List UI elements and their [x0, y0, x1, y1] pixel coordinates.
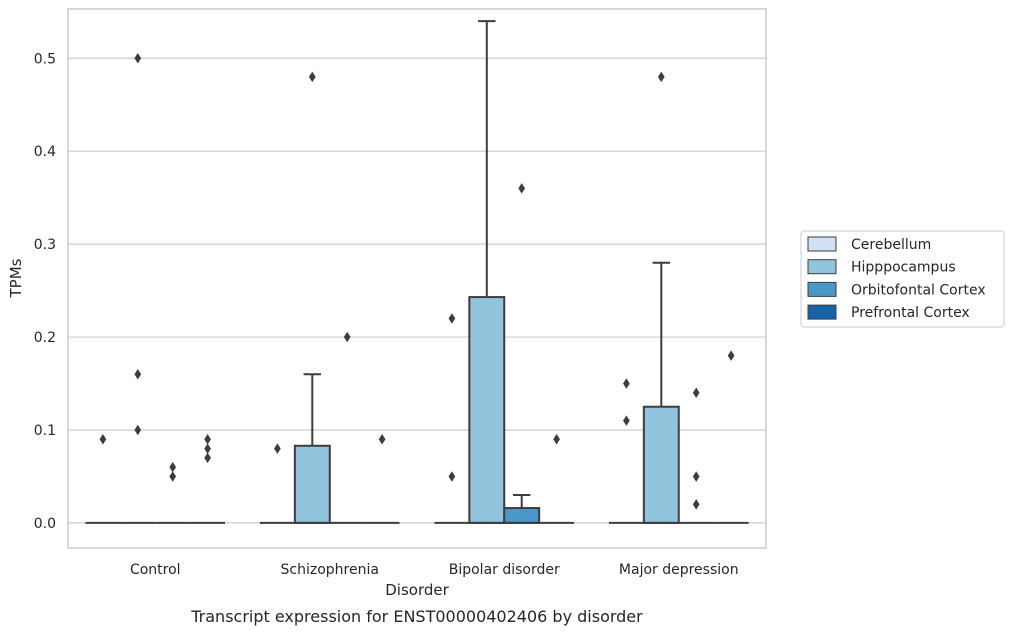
box-group [608, 378, 644, 524]
outlier-point [657, 71, 665, 83]
outlier-point [553, 434, 560, 445]
x-axis-ticks: Control Schizophrenia Bipolar disorder Majo… [130, 562, 739, 578]
y-tick-label: 0.1 [34, 423, 56, 439]
y-tick-label: 0.4 [34, 144, 56, 160]
legend: Cerebellum Hipppocampus Orbitofontal Corte… [800, 230, 1005, 328]
outlier-point [692, 471, 700, 482]
box-group [364, 434, 400, 524]
plot-frame [67, 8, 767, 549]
x-tick-label: Major depression [619, 562, 739, 578]
outlier-point [204, 452, 211, 464]
outlier-point [99, 434, 107, 445]
outlier-point [308, 71, 316, 83]
box-body [293, 444, 331, 524]
box-series [85, 20, 749, 524]
x-tick-label: Schizophrenia [281, 562, 379, 578]
legend-label: Prefrontal Cortex [851, 305, 970, 321]
outlier-point [343, 331, 351, 343]
outlier-point [134, 53, 142, 64]
outlier-point [204, 434, 211, 445]
outlier-point [692, 499, 700, 510]
outlier-point [518, 183, 526, 194]
outlier-point [727, 350, 735, 361]
box-group [155, 461, 191, 524]
box-group [190, 434, 226, 524]
legend-frame [800, 230, 1005, 328]
outlier-point [134, 368, 142, 380]
outlier-point [692, 387, 700, 399]
box-group [85, 434, 121, 524]
legend-swatch [807, 304, 837, 320]
y-tick-label: 0.5 [34, 51, 56, 67]
outlier-point [134, 424, 142, 436]
outlier-point [169, 461, 177, 473]
y-tick-label: 0.3 [34, 237, 56, 253]
box-group [329, 331, 365, 524]
chart-caption: Transcript expression for ENST0000040240… [190, 607, 643, 626]
box-body [503, 507, 541, 524]
y-tick-label: 0.0 [34, 516, 56, 532]
outlier-point [169, 471, 177, 482]
legend-swatch [807, 259, 837, 275]
outlier-point [623, 415, 630, 426]
y-axis-title: TPMs [7, 258, 25, 298]
outlier-point [448, 313, 456, 324]
outlier-point [204, 443, 211, 454]
x-axis-title: Disorder [385, 581, 449, 599]
box-body [468, 296, 506, 524]
box-group [539, 434, 575, 524]
x-tick-label: Bipolar disorder [449, 562, 560, 578]
box-group [468, 20, 506, 524]
y-axis-ticks: 0.0 0.1 0.2 0.3 0.4 0.5 [34, 51, 56, 532]
legend-label: Hipppocampus [851, 260, 956, 276]
box-group [293, 71, 331, 524]
box-group [642, 71, 680, 524]
outlier-point [448, 471, 456, 482]
box-body [642, 405, 680, 524]
outlier-point [623, 378, 630, 389]
y-tick-label: 0.2 [34, 330, 56, 346]
outlier-point [274, 443, 281, 454]
box-group [120, 53, 156, 524]
box-group [503, 183, 541, 524]
box-group [713, 350, 749, 524]
box-group [678, 387, 714, 524]
box-group [434, 313, 470, 524]
legend-swatch [807, 236, 837, 252]
legend-label: Cerebellum [851, 237, 931, 253]
legend-swatch [807, 281, 837, 297]
legend-label: Orbitofontal Cortex [851, 282, 986, 298]
box-group [259, 443, 295, 524]
x-tick-label: Control [130, 562, 181, 578]
outlier-point [378, 434, 386, 445]
